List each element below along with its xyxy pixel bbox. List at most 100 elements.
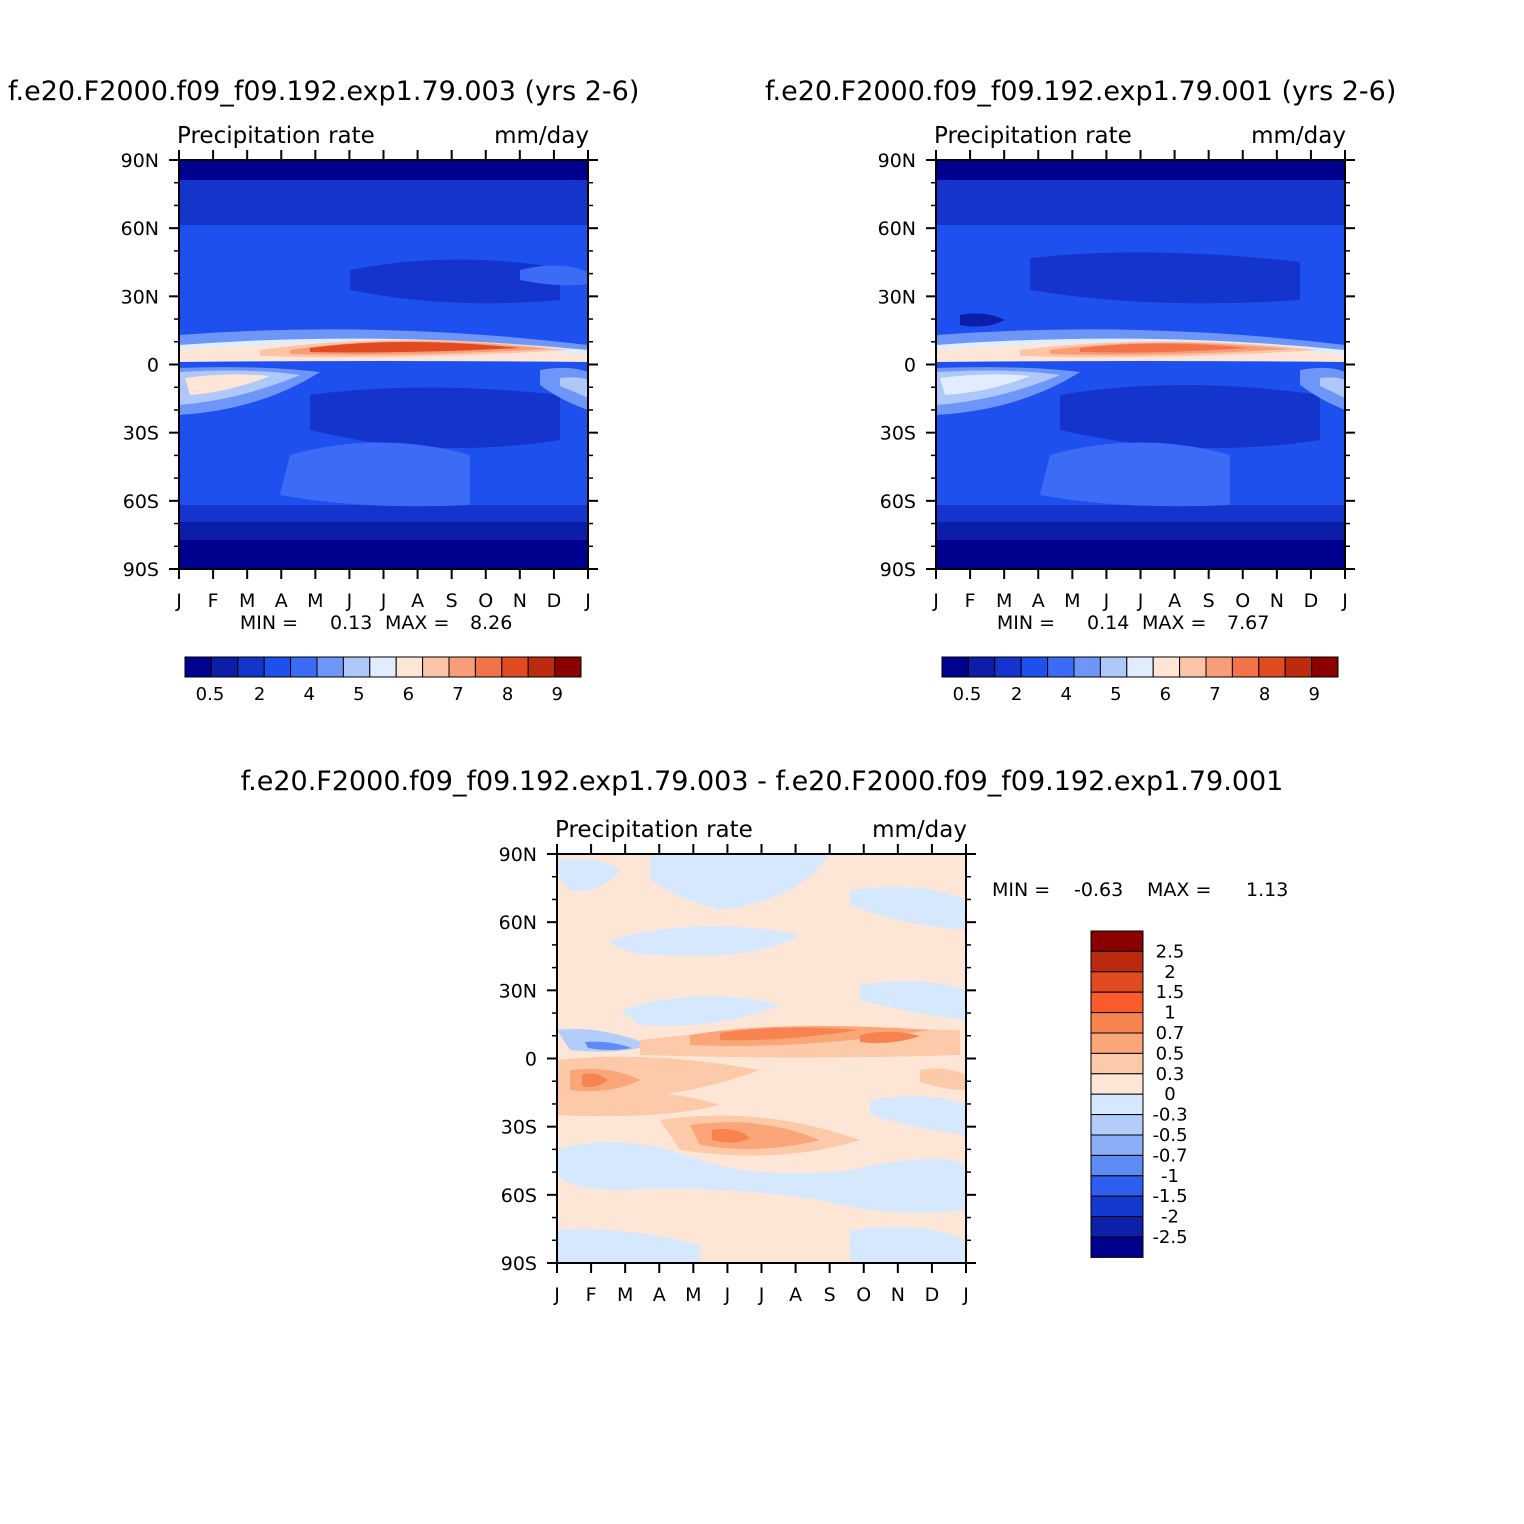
panel-1-min-value: 0.13 — [330, 612, 372, 634]
colorbar-swatch — [1090, 1216, 1144, 1238]
colorbar-swatch — [1073, 656, 1101, 678]
colorbar-label: 4 — [1060, 684, 1071, 705]
colorbar-swatch — [967, 656, 996, 678]
x-tick-label: N — [1270, 590, 1284, 612]
colorbar-swatch — [1090, 1134, 1144, 1156]
colorbar-label: 4 — [303, 684, 314, 705]
x-tick-label: A — [653, 1284, 666, 1306]
colorbar-label: 2 — [1011, 684, 1022, 705]
x-tick-label: J — [1137, 590, 1144, 612]
colorbar-swatch — [1311, 656, 1339, 678]
panel-3-max-value: 1.13 — [1246, 879, 1288, 901]
colorbar-swatch — [342, 656, 371, 678]
colorbar-label: -1 — [1161, 1166, 1179, 1187]
colorbar-swatch — [1126, 656, 1154, 678]
panel-2-field — [936, 160, 1345, 569]
panel-2-min-label: MIN = — [997, 612, 1055, 634]
panel-2-title: f.e20.F2000.f09_f09.192.exp1.79.001 (yrs… — [765, 76, 1396, 107]
colorbar-label: 5 — [1110, 684, 1121, 705]
y-tick-label: 90S — [501, 1253, 537, 1275]
colorbar-swatch — [1090, 1052, 1144, 1075]
colorbar-swatch — [1090, 930, 1144, 952]
x-tick-label: J — [346, 590, 353, 612]
panel-2-min-value: 0.14 — [1087, 612, 1129, 634]
panel-2-right-label: mm/day — [1251, 123, 1346, 149]
colorbar-label: -2 — [1161, 1207, 1179, 1228]
colorbar-label: 1 — [1164, 1003, 1175, 1024]
colorbar-swatch — [1205, 656, 1233, 678]
y-tick-label: 30N — [121, 286, 159, 308]
colorbar-swatch — [1090, 1073, 1144, 1095]
colorbar-swatch — [290, 656, 318, 678]
colorbar-swatch — [1099, 656, 1128, 678]
colorbar-label: 0.3 — [1156, 1064, 1185, 1085]
y-tick-label: 90N — [878, 150, 916, 172]
colorbar-swatch — [474, 656, 503, 678]
y-tick-label: 60N — [499, 912, 537, 934]
panel-3-min-value: -0.63 — [1074, 879, 1123, 901]
colorbar-swatch — [1090, 1175, 1144, 1197]
y-tick-label: 0 — [904, 355, 916, 377]
x-tick-label: J — [584, 590, 591, 612]
panel-3-field — [557, 854, 966, 1263]
y-tick-label: 0 — [147, 355, 159, 377]
colorbar-swatch — [1179, 656, 1207, 678]
colorbar-swatch — [1090, 1093, 1144, 1116]
y-tick-label: 30S — [880, 423, 916, 445]
x-tick-label: F — [208, 590, 219, 612]
colorbar-swatch — [1047, 656, 1075, 678]
colorbar-label: 1.5 — [1156, 982, 1185, 1003]
x-tick-label: F — [965, 590, 976, 612]
y-tick-label: 30S — [123, 423, 159, 445]
colorbar-label: -1.5 — [1152, 1186, 1187, 1207]
panel-1-title: f.e20.F2000.f09_f09.192.exp1.79.003 (yrs… — [8, 76, 639, 107]
colorbar-swatch — [1231, 656, 1260, 678]
y-tick-label: 30N — [499, 980, 537, 1002]
colorbar-swatch — [1020, 656, 1049, 678]
y-tick-label: 30N — [878, 286, 916, 308]
colorbar-swatch — [501, 656, 529, 678]
x-tick-label: D — [1304, 590, 1319, 612]
colorbar-label: 6 — [403, 684, 414, 705]
colorbar-label: 0.5 — [953, 684, 982, 705]
y-tick-label: 90N — [499, 844, 537, 866]
colorbar-swatch — [210, 656, 239, 678]
colorbar-swatch — [1090, 1236, 1144, 1258]
panel-1-left-label: Precipitation rate — [177, 123, 375, 149]
x-tick-label: J — [758, 1284, 765, 1306]
x-tick-label: A — [275, 590, 288, 612]
colorbar-swatch — [316, 656, 344, 678]
panel-3-title: f.e20.F2000.f09_f09.192.exp1.79.003 - f.… — [241, 766, 1284, 797]
x-tick-label: D — [925, 1284, 940, 1306]
panel-2-max-value: 7.67 — [1227, 612, 1269, 634]
x-tick-label: N — [513, 590, 527, 612]
y-tick-label: 60S — [123, 491, 159, 513]
colorbar-swatch — [527, 656, 556, 678]
x-tick-label: J — [1103, 590, 1110, 612]
panel-3-colorbar: 2.521.510.70.50.30-0.3-0.5-0.7-1-1.5-2-2… — [1090, 930, 1188, 1258]
panel-2-max-label: MAX = — [1142, 612, 1206, 634]
colorbar-swatch — [395, 656, 424, 678]
colorbar-label: 6 — [1160, 684, 1171, 705]
x-tick-label: M — [617, 1284, 633, 1306]
colorbar-label: 0.5 — [1156, 1043, 1185, 1064]
x-tick-label: O — [478, 590, 493, 612]
colorbar-swatch — [1152, 656, 1181, 678]
x-tick-label: A — [1168, 590, 1181, 612]
x-tick-label: F — [586, 1284, 597, 1306]
panel-1-max-label: MAX = — [385, 612, 449, 634]
y-tick-label: 60S — [880, 491, 916, 513]
panel-3: f.e20.F2000.f09_f09.192.exp1.79.003 - f.… — [241, 766, 1289, 1306]
panel-1-field — [179, 160, 588, 569]
x-tick-label: J — [175, 590, 182, 612]
x-tick-label: M — [1064, 590, 1080, 612]
x-tick-label: M — [239, 590, 255, 612]
colorbar-label: -2.5 — [1152, 1227, 1187, 1248]
x-tick-label: M — [685, 1284, 701, 1306]
colorbar-swatch — [994, 656, 1022, 678]
colorbar-label: -0.5 — [1152, 1125, 1187, 1146]
x-tick-label: O — [856, 1284, 871, 1306]
colorbar-swatch — [263, 656, 292, 678]
